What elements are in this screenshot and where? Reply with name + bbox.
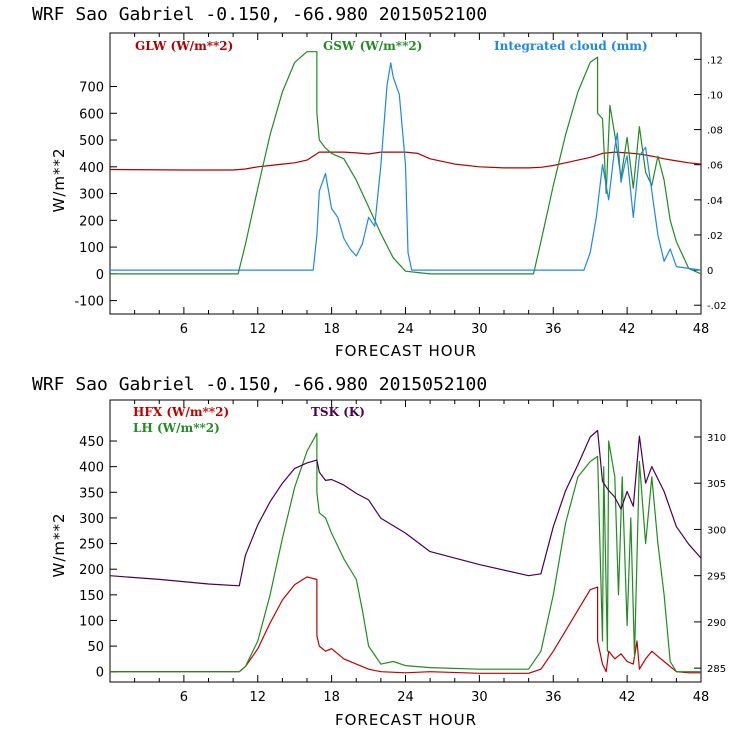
top-y2tick-label-5: .08 (707, 126, 723, 137)
top-xtick-label-42: 42 (619, 322, 636, 337)
bottom-legend-hfx: HFX (W/m**2) (133, 405, 229, 419)
bottom-series-tsk-line (109, 429, 702, 587)
bottom-y2tick-label-2: 295 (707, 572, 726, 583)
bottom-ytick-label-5: 250 (79, 538, 104, 553)
top-legend-cloud: Integrated cloud (mm) (494, 39, 648, 53)
top-y2tick-label-0: -.02 (707, 301, 727, 312)
bottom-xtick-label-6: 6 (180, 690, 188, 705)
bottom-series-lh-line (110, 432, 701, 673)
bottom-ytick-label-6: 300 (79, 512, 104, 527)
top-ytick-label-1: 0 (96, 268, 104, 283)
bottom-y2tick-label-4: 305 (707, 479, 726, 490)
bottom-ytick-label-0: 0 (96, 666, 104, 681)
top-xtick-label-30: 30 (471, 322, 488, 337)
top-y2tick-label-2: .02 (707, 231, 723, 242)
top-panel: WRF Sao Gabriel -0.150, -66.980 20150521… (32, 4, 727, 360)
top-y-axis-label: W/m**2 (50, 147, 68, 212)
bottom-ytick-label-4: 200 (79, 563, 104, 578)
top-y2tick-label-4: .06 (707, 161, 723, 172)
bottom-y2tick-label-5: 310 (707, 433, 726, 444)
top-ytick-label-7: 600 (79, 107, 104, 122)
top-xtick-label-24: 24 (397, 322, 414, 337)
bottom-series-hfx-line (110, 576, 701, 674)
top-ytick-label-0: -100 (74, 295, 104, 310)
bottom-ytick-label-7: 350 (79, 486, 104, 501)
top-y2tick-label-1: 0 (707, 266, 713, 277)
bottom-xtick-label-12: 12 (249, 690, 266, 705)
bottom-xtick-label-42: 42 (619, 690, 636, 705)
top-ytick-label-5: 400 (79, 161, 104, 176)
bottom-xtick-label-36: 36 (545, 690, 562, 705)
bottom-ytick-label-8: 400 (79, 461, 104, 476)
bottom-xtick-label-30: 30 (471, 690, 488, 705)
bottom-panel: WRF Sao Gabriel -0.150, -66.980 20150521… (32, 374, 726, 729)
top-series-gsw-line (110, 51, 702, 275)
bottom-y-axis-label: W/m**2 (50, 512, 68, 577)
top-y2tick-label-7: .12 (707, 55, 723, 66)
top-x-axis-label: FORECAST HOUR (335, 342, 477, 360)
bottom-legend-lh: LH (W/m**2) (133, 421, 220, 435)
bottom-ytick-label-3: 150 (79, 589, 104, 604)
top-ytick-label-6: 500 (79, 134, 104, 149)
bottom-x-axis-label: FORECAST HOUR (335, 711, 477, 729)
top-series-glw-line (109, 151, 702, 171)
top-ytick-label-2: 100 (79, 241, 104, 256)
bottom-xtick-label-18: 18 (323, 690, 340, 705)
top-xtick-label-18: 18 (323, 322, 340, 337)
top-ytick-label-8: 700 (79, 81, 104, 96)
bottom-ytick-label-1: 50 (87, 640, 104, 655)
top-y2tick-label-6: .10 (707, 90, 723, 101)
top-ytick-label-4: 300 (79, 188, 104, 203)
bottom-chart-title: WRF Sao Gabriel -0.150, -66.980 20150521… (32, 374, 487, 395)
top-chart-title: WRF Sao Gabriel -0.150, -66.980 20150521… (32, 4, 487, 25)
bottom-y2tick-label-3: 300 (707, 525, 726, 536)
bottom-xtick-label-48: 48 (693, 690, 710, 705)
top-series-integrated-line (110, 62, 702, 271)
top-ytick-label-3: 200 (79, 214, 104, 229)
bottom-ytick-label-9: 450 (79, 435, 104, 450)
top-legend-glw: GLW (W/m**2) (135, 39, 233, 53)
top-xtick-label-36: 36 (545, 322, 562, 337)
top-y2tick-label-3: .04 (707, 196, 723, 207)
top-xtick-label-6: 6 (180, 322, 188, 337)
bottom-xtick-label-24: 24 (397, 690, 414, 705)
bottom-plot-frame (109, 399, 702, 683)
bottom-legend-tsk: TSK (K) (311, 405, 365, 419)
top-legend-gsw: GSW (W/m**2) (323, 39, 422, 53)
bottom-y2tick-label-1: 290 (707, 618, 726, 629)
bottom-ytick-label-2: 100 (79, 614, 104, 629)
top-xtick-label-48: 48 (693, 322, 710, 337)
bottom-y2tick-label-0: 285 (707, 664, 726, 675)
top-xtick-label-12: 12 (249, 322, 266, 337)
